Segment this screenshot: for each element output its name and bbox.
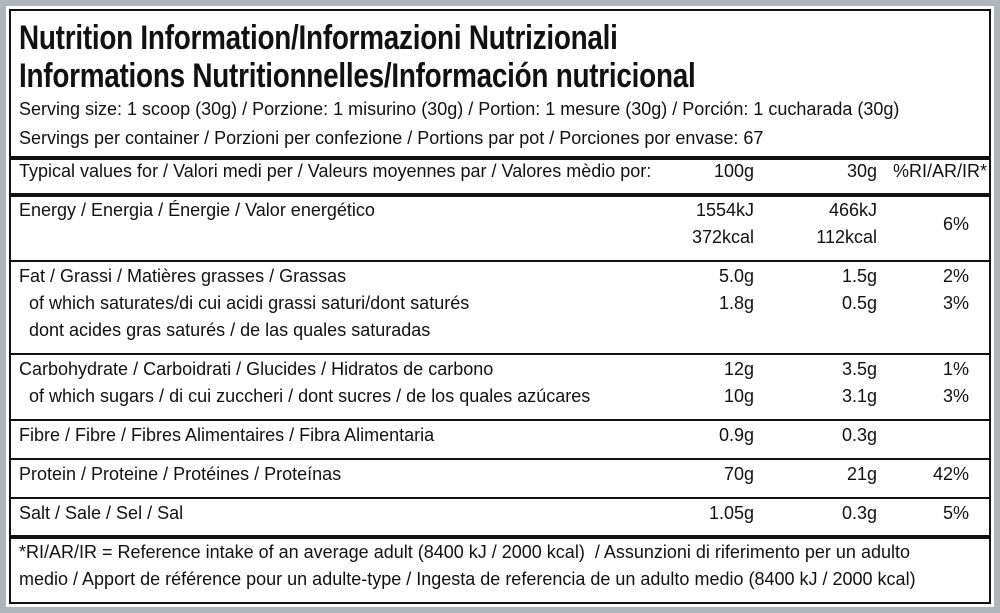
value-per-30g: 466kJ bbox=[828, 200, 877, 220]
value-per-100g: 1.8g bbox=[718, 293, 754, 313]
row-label: Protein / Proteine / Protéines / Proteín… bbox=[19, 464, 342, 484]
serving-info: Serving size: 1 scoop (30g) / Porzione: … bbox=[19, 99, 900, 119]
value-per-30g: 3.1g bbox=[841, 386, 877, 406]
row-label: of which sugars / di cui zuccheri / dont… bbox=[29, 386, 591, 406]
rule bbox=[11, 193, 989, 197]
row-label: Salt / Sale / Sel / Sal bbox=[19, 503, 184, 523]
value-ri: 3% bbox=[942, 293, 969, 313]
title: Nutrition Information/Informazioni Nutri… bbox=[19, 19, 618, 57]
row-label: Fibre / Fibre / Fibres Alimentaires / Fi… bbox=[19, 425, 435, 445]
value-per-30g: 3.5g bbox=[841, 359, 877, 379]
header-label: Typical values for / Valori medi per / V… bbox=[19, 161, 652, 181]
label-frame: Nutrition Information/Informazioni Nutri… bbox=[9, 9, 991, 604]
value-per-30g: 21g bbox=[846, 464, 877, 484]
rule bbox=[11, 535, 989, 539]
row-label: Carbohydrate / Carboidrati / Glucides / … bbox=[19, 359, 494, 379]
value-per-30g: 0.3g bbox=[841, 425, 877, 445]
rule bbox=[11, 260, 989, 262]
serving-info: Servings per container / Porzioni per co… bbox=[19, 128, 764, 148]
value-per-30g: 0.5g bbox=[841, 293, 877, 313]
value-per-100g: 1554kJ bbox=[695, 200, 754, 220]
footnote: *RI/AR/IR = Reference intake of an avera… bbox=[19, 542, 910, 562]
rule bbox=[11, 419, 989, 421]
rule bbox=[11, 353, 989, 355]
value-per-30g: 1.5g bbox=[841, 266, 877, 286]
value-ri: 5% bbox=[942, 503, 969, 523]
value-per-100g: 5.0g bbox=[718, 266, 754, 286]
value-per-30g: 0.3g bbox=[841, 503, 877, 523]
value-per-30g: 112kcal bbox=[816, 227, 877, 247]
value-per-100g: 10g bbox=[723, 386, 754, 406]
rule bbox=[11, 458, 989, 460]
value-ri: 3% bbox=[942, 386, 969, 406]
row-label: Fat / Grassi / Matières grasses / Grassa… bbox=[19, 266, 347, 286]
value-ri: 6% bbox=[942, 213, 969, 234]
footnote: medio / Apport de référence pour un adul… bbox=[19, 569, 916, 589]
value-per-100g: 70g bbox=[723, 464, 754, 484]
header-100g: 100g bbox=[713, 161, 754, 181]
row-label: Energy / Energia / Énergie / Valor energ… bbox=[19, 200, 375, 220]
rule bbox=[11, 156, 989, 160]
row-label: dont acides gras saturés / de las quales… bbox=[29, 320, 431, 340]
value-ri: 2% bbox=[942, 266, 969, 286]
row-label: of which saturates/di cui acidi grassi s… bbox=[29, 293, 470, 313]
value-ri: 42% bbox=[932, 464, 969, 484]
title: Informations Nutritionnelles/Información… bbox=[19, 57, 696, 95]
value-ri: 1% bbox=[942, 359, 969, 379]
value-per-100g: 1.05g bbox=[708, 503, 754, 523]
value-per-100g: 12g bbox=[723, 359, 754, 379]
value-per-100g: 372kcal bbox=[691, 227, 754, 247]
value-per-100g: 0.9g bbox=[718, 425, 754, 445]
header-30g: 30g bbox=[846, 161, 877, 181]
header-ri: %RI/AR/IR* bbox=[892, 161, 987, 181]
rule bbox=[11, 497, 989, 499]
